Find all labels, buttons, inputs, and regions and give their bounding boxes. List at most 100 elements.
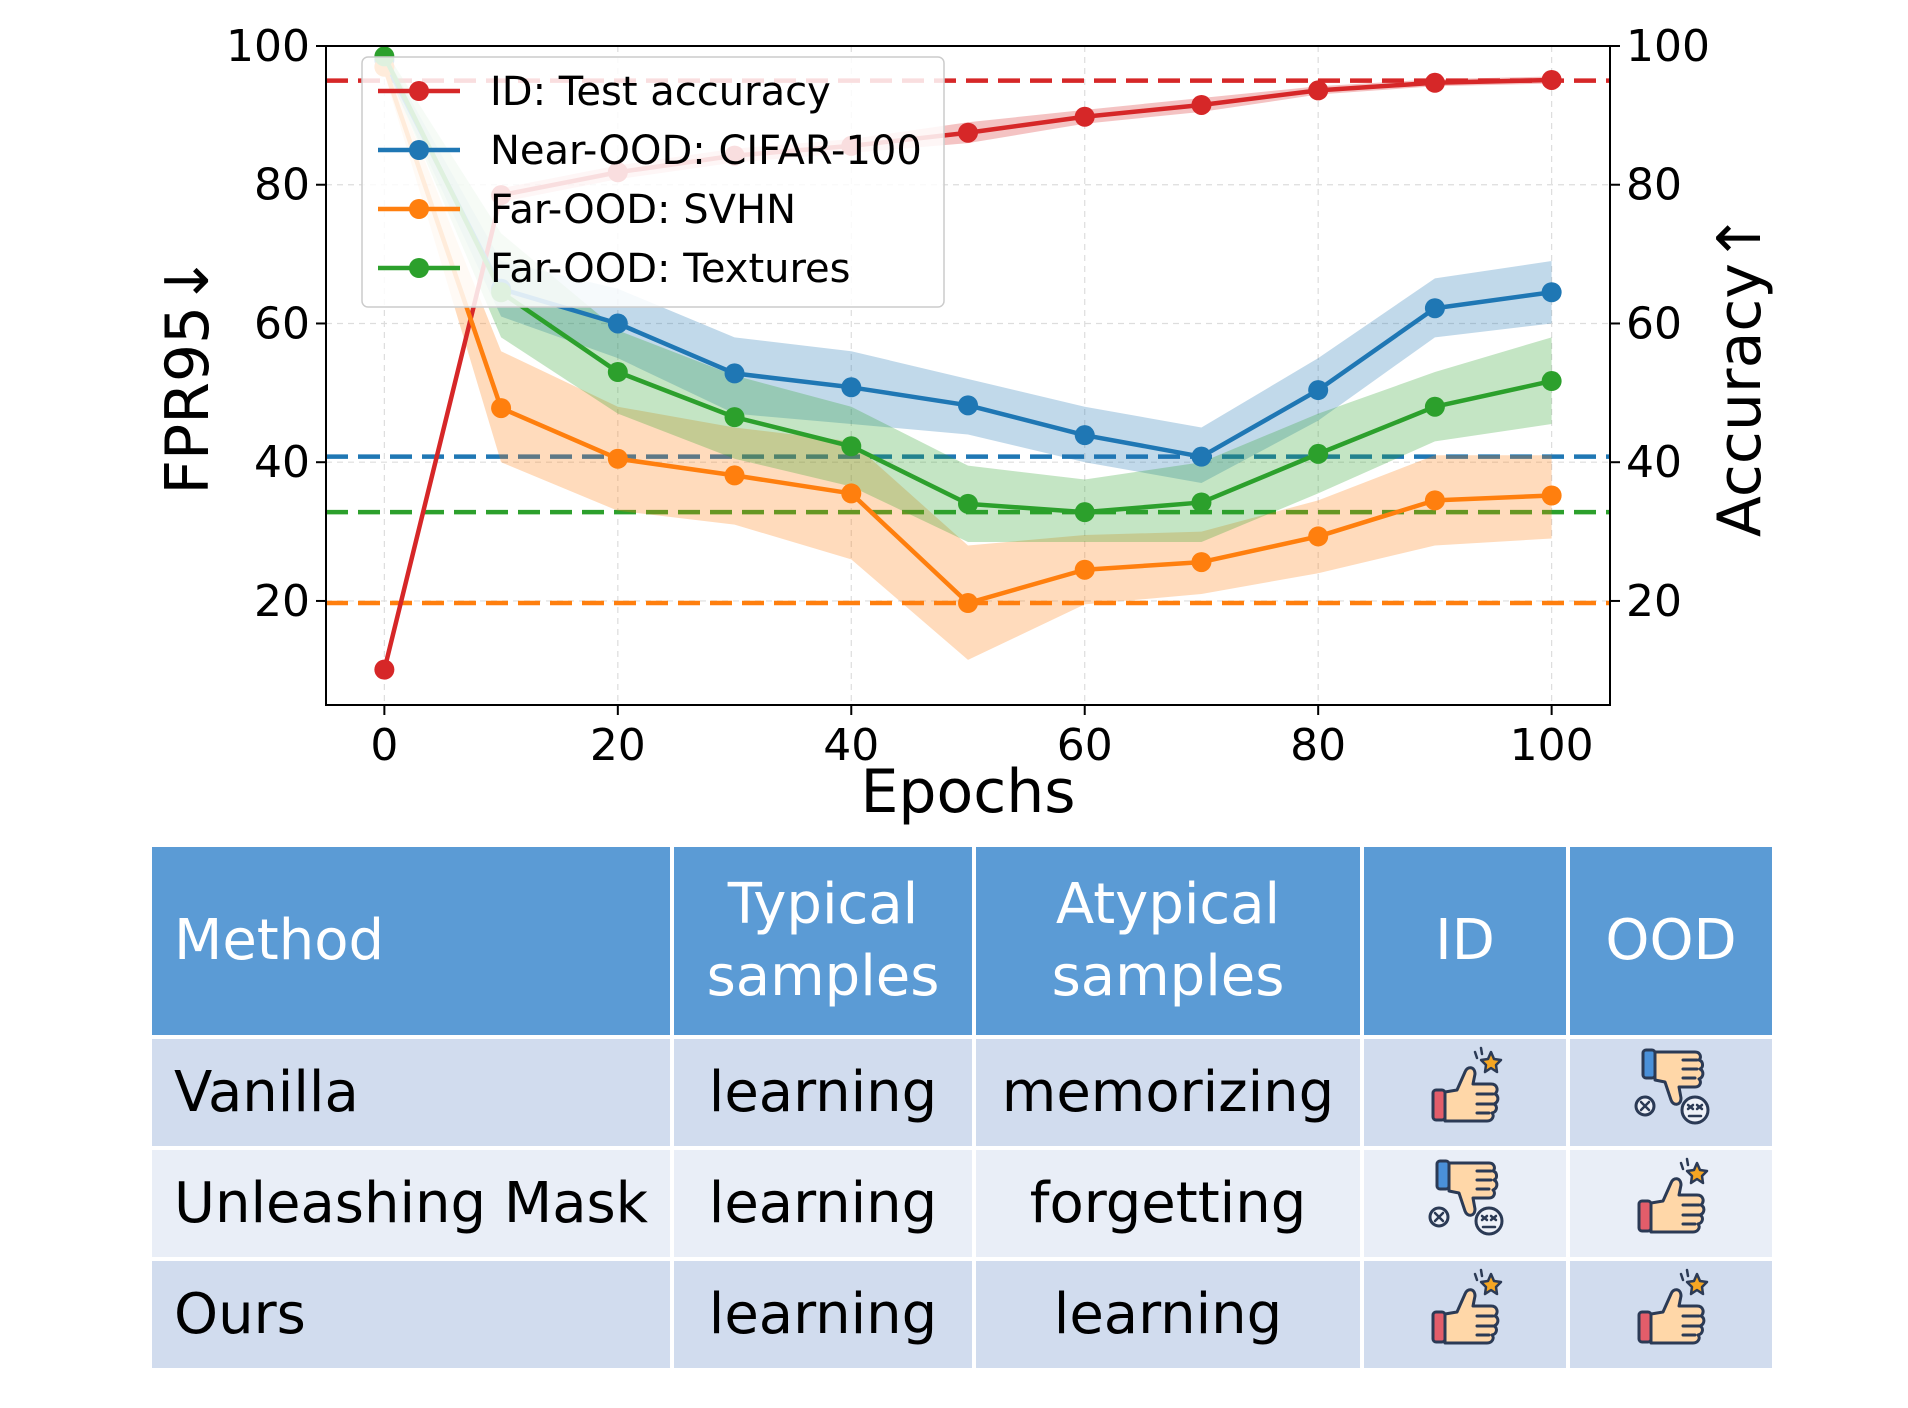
data-point: [1308, 80, 1329, 101]
x-tick-label: 80: [1290, 720, 1346, 771]
x-tick-label: 20: [590, 720, 646, 771]
data-point: [1424, 298, 1445, 319]
y-tick-label-left: 20: [254, 576, 310, 627]
data-point: [958, 395, 978, 416]
typical-cell: learning: [674, 1261, 972, 1368]
thumbs-up-icon: [1425, 1268, 1505, 1362]
thumbs-down-icon: [1631, 1046, 1711, 1140]
y-tick-label-left: 100: [226, 21, 310, 72]
data-point: [841, 436, 862, 457]
legend-box: [361, 56, 945, 308]
data-point: [841, 483, 862, 504]
id-cell: [1364, 1039, 1566, 1146]
data-point: [1191, 552, 1212, 573]
table-row: Ours learning learning: [152, 1261, 1772, 1368]
table-row: Vanilla learning memorizing: [152, 1039, 1772, 1146]
x-tick-label: 60: [1057, 720, 1113, 771]
data-point: [724, 407, 745, 428]
comparison-table: Method Typical samples Atypical samples …: [148, 843, 1776, 1372]
data-point: [841, 377, 862, 398]
thumbs-up-icon: [1631, 1268, 1711, 1362]
atypical-cell: learning: [976, 1261, 1360, 1368]
method-cell: Unleashing Mask: [152, 1150, 670, 1257]
table-header-row: Method Typical samples Atypical samples …: [152, 847, 1772, 1035]
confidence-band: [384, 49, 1552, 542]
data-point: [1191, 94, 1212, 115]
legend-label: ID: Test accuracy: [490, 69, 831, 115]
x-tick-label: 40: [823, 720, 879, 771]
table-row: Unleashing Mask learning forgetting: [152, 1150, 1772, 1257]
x-tick-label: 0: [370, 720, 398, 771]
thumbs-up-icon: [1425, 1046, 1505, 1140]
y-tick-label-right: 60: [1626, 298, 1682, 349]
plot-frame: [325, 45, 1611, 706]
data-point: [1074, 559, 1095, 580]
data-point: [724, 465, 745, 486]
confidence-band: [384, 52, 1552, 484]
data-point: [1424, 72, 1445, 93]
id-cell: [1364, 1150, 1566, 1257]
legend-marker: [409, 81, 429, 101]
data-point: [1074, 425, 1095, 446]
data-point: [491, 398, 512, 419]
data-point: [607, 362, 628, 383]
header-atypical: Atypical samples: [976, 847, 1360, 1035]
data-point: [1074, 106, 1095, 127]
data-point: [1308, 526, 1329, 547]
data-point: [1541, 371, 1562, 392]
atypical-cell: forgetting: [976, 1150, 1360, 1257]
axis-ticks: 0 20 40 60 80 100 20 20 40 40 60 60 80 80 100 100: [226, 21, 1710, 771]
ood-cell: [1570, 1039, 1772, 1146]
data-point: [1424, 396, 1445, 417]
data-point: [1074, 502, 1095, 523]
y-tick-label-left: 80: [254, 160, 310, 211]
ood-cell: [1570, 1261, 1772, 1368]
data-point: [1308, 380, 1329, 401]
x-tick-label: 100: [1510, 720, 1594, 771]
legend: ID: Test accuracy Near-OOD: CIFAR-100 Far-…: [361, 56, 945, 308]
data-point: [1191, 446, 1212, 467]
legend-label: Far-OOD: SVHN: [490, 187, 796, 233]
data-point: [1541, 69, 1562, 90]
data-point: [958, 593, 978, 614]
thumbs-down-icon: [1425, 1157, 1505, 1251]
data-point: [374, 659, 395, 680]
data-point: [958, 493, 978, 514]
header-method: Method: [152, 847, 670, 1035]
method-cell: Ours: [152, 1261, 670, 1368]
confidence-bands: [384, 49, 1552, 670]
confidence-band: [384, 59, 1552, 660]
ood-cell: [1570, 1150, 1772, 1257]
data-point: [958, 122, 978, 143]
legend-marker: [409, 258, 429, 278]
y-tick-label-right: 20: [1626, 576, 1682, 627]
data-point: [1541, 282, 1562, 303]
atypical-cell: memorizing: [976, 1039, 1360, 1146]
thumbs-up-icon: [1631, 1157, 1711, 1251]
legend-label: Near-OOD: CIFAR-100: [490, 128, 922, 174]
y-tick-label-right: 80: [1626, 160, 1682, 211]
data-point: [724, 363, 745, 384]
y-tick-label-right: 100: [1626, 21, 1710, 72]
data-point: [1191, 492, 1212, 513]
data-point: [607, 313, 628, 334]
typical-cell: learning: [674, 1039, 972, 1146]
typical-cell: learning: [674, 1150, 972, 1257]
line-chart: 0 20 40 60 80 100 20 20 40 40 60 60 80 80 100 100 Epoch…: [153, 21, 1775, 827]
header-ood: OOD: [1570, 847, 1772, 1035]
x-axis-label: Epochs: [861, 757, 1076, 827]
legend-label: Far-OOD: Textures: [490, 246, 851, 292]
data-point: [1541, 485, 1562, 506]
data-point: [1424, 490, 1445, 511]
method-cell: Vanilla: [152, 1039, 670, 1146]
y-tick-label-left: 60: [254, 298, 310, 349]
y-tick-label-left: 40: [254, 437, 310, 488]
data-point: [607, 448, 628, 469]
header-id: ID: [1364, 847, 1566, 1035]
data-point: [1308, 443, 1329, 464]
id-cell: [1364, 1261, 1566, 1368]
header-typical: Typical samples: [674, 847, 972, 1035]
legend-marker: [409, 140, 429, 160]
y-axis-label-left: FPR95↓: [153, 255, 223, 494]
y-tick-label-right: 40: [1626, 437, 1682, 488]
